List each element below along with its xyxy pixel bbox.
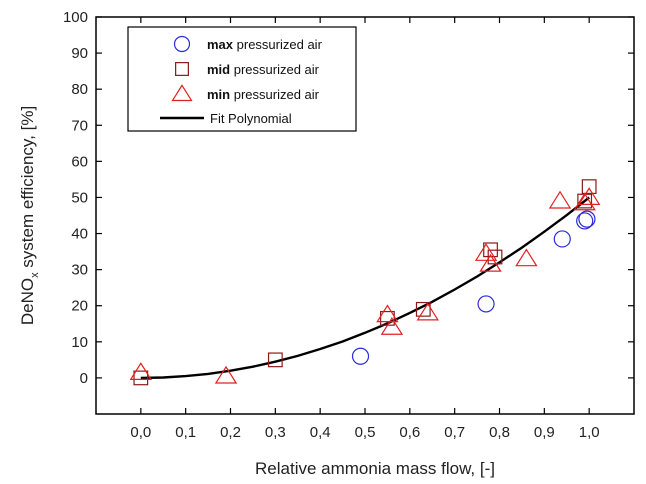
data-point-min — [577, 187, 601, 205]
y-axis-title-subscript: x — [29, 272, 41, 278]
data-point-min — [376, 304, 399, 323]
y-axis-title-main: DeNO — [18, 278, 37, 325]
data-point-mid — [415, 301, 431, 317]
legend-label-min: min pressurized air — [207, 87, 320, 102]
y-tick-label: 10 — [71, 334, 88, 351]
data-point-max — [576, 212, 594, 230]
legend-label-fit: Fit Polynomial — [210, 111, 292, 126]
fit-curve-group — [140, 196, 590, 380]
x-tick-label: 0,0 — [130, 424, 151, 441]
x-tick-label: 0,5 — [355, 424, 376, 441]
y-axis-title: DeNOx system efficiency, [%] — [18, 106, 41, 325]
y-tick-label: 60 — [71, 153, 88, 170]
y-tick-label: 30 — [71, 262, 88, 279]
data-point-max — [351, 347, 370, 365]
series-min — [129, 187, 601, 384]
series-max — [351, 210, 596, 365]
x-tick-label: 0,7 — [444, 424, 465, 441]
data-point-min — [479, 253, 502, 272]
data-point-min — [573, 192, 596, 211]
axis-ticks: 0,0 0,1 0,2 0,3 0,4 0,5 0,6 0,7 0,8 0,9 1,0 0 10 20 30… — [63, 9, 634, 441]
x-axis-title: Relative ammonia mass flow, [-] — [255, 459, 495, 478]
data-point-min — [474, 243, 498, 261]
series-mid — [133, 179, 597, 386]
data-point-mid — [487, 249, 503, 265]
data-point-mid — [133, 370, 149, 386]
data-point-mid — [581, 179, 597, 195]
x-tick-label: 0,2 — [220, 424, 241, 441]
data-point-min — [548, 190, 572, 209]
data-point-max — [578, 210, 596, 228]
y-tick-label: 40 — [71, 226, 88, 243]
x-tick-label: 0,1 — [175, 424, 196, 441]
y-tick-label: 70 — [71, 117, 88, 134]
x-tick-label: 0,9 — [534, 424, 555, 441]
y-tick-label: 20 — [71, 298, 88, 315]
y-axis-title-rest: system efficiency, [%] — [18, 106, 37, 273]
legend-label-rest: pressurized air — [230, 87, 320, 102]
data-point-max — [553, 230, 571, 248]
legend-label-mid: mid pressurized air — [207, 62, 320, 77]
y-tick-label: 50 — [71, 189, 88, 206]
legend-marker-min — [171, 84, 193, 102]
data-point-min — [515, 248, 538, 267]
y-tick-label: 100 — [63, 9, 88, 26]
data-point-min — [214, 365, 238, 384]
x-tick-label: 1,0 — [579, 424, 600, 441]
data-point-min — [380, 317, 404, 335]
x-tick-label: 0,4 — [310, 424, 331, 441]
y-tick-label: 0 — [80, 370, 88, 387]
legend-label-rest: pressurized air — [233, 37, 323, 52]
data-point-min — [129, 362, 153, 380]
legend-box — [127, 26, 357, 132]
legend-label-max: max pressurized air — [207, 37, 323, 52]
legend-label-rest: pressurized air — [230, 62, 320, 77]
data-point-max — [477, 295, 495, 313]
legend-marker-max — [173, 35, 191, 53]
legend-label-bold: max — [207, 37, 234, 52]
legend-label-bold: mid — [207, 62, 230, 77]
fit-curve — [140, 196, 590, 380]
data-point-mid — [267, 352, 283, 368]
x-tick-label: 0,6 — [399, 424, 420, 441]
y-tick-label: 80 — [71, 81, 88, 98]
data-point-min — [416, 302, 439, 321]
x-tick-label: 0,8 — [489, 424, 510, 441]
legend-marker-mid — [175, 62, 189, 76]
legend-label-bold: min — [207, 87, 230, 102]
data-points — [129, 179, 601, 386]
y-tick-label: 90 — [71, 45, 88, 62]
x-tick-label: 0,3 — [265, 424, 286, 441]
